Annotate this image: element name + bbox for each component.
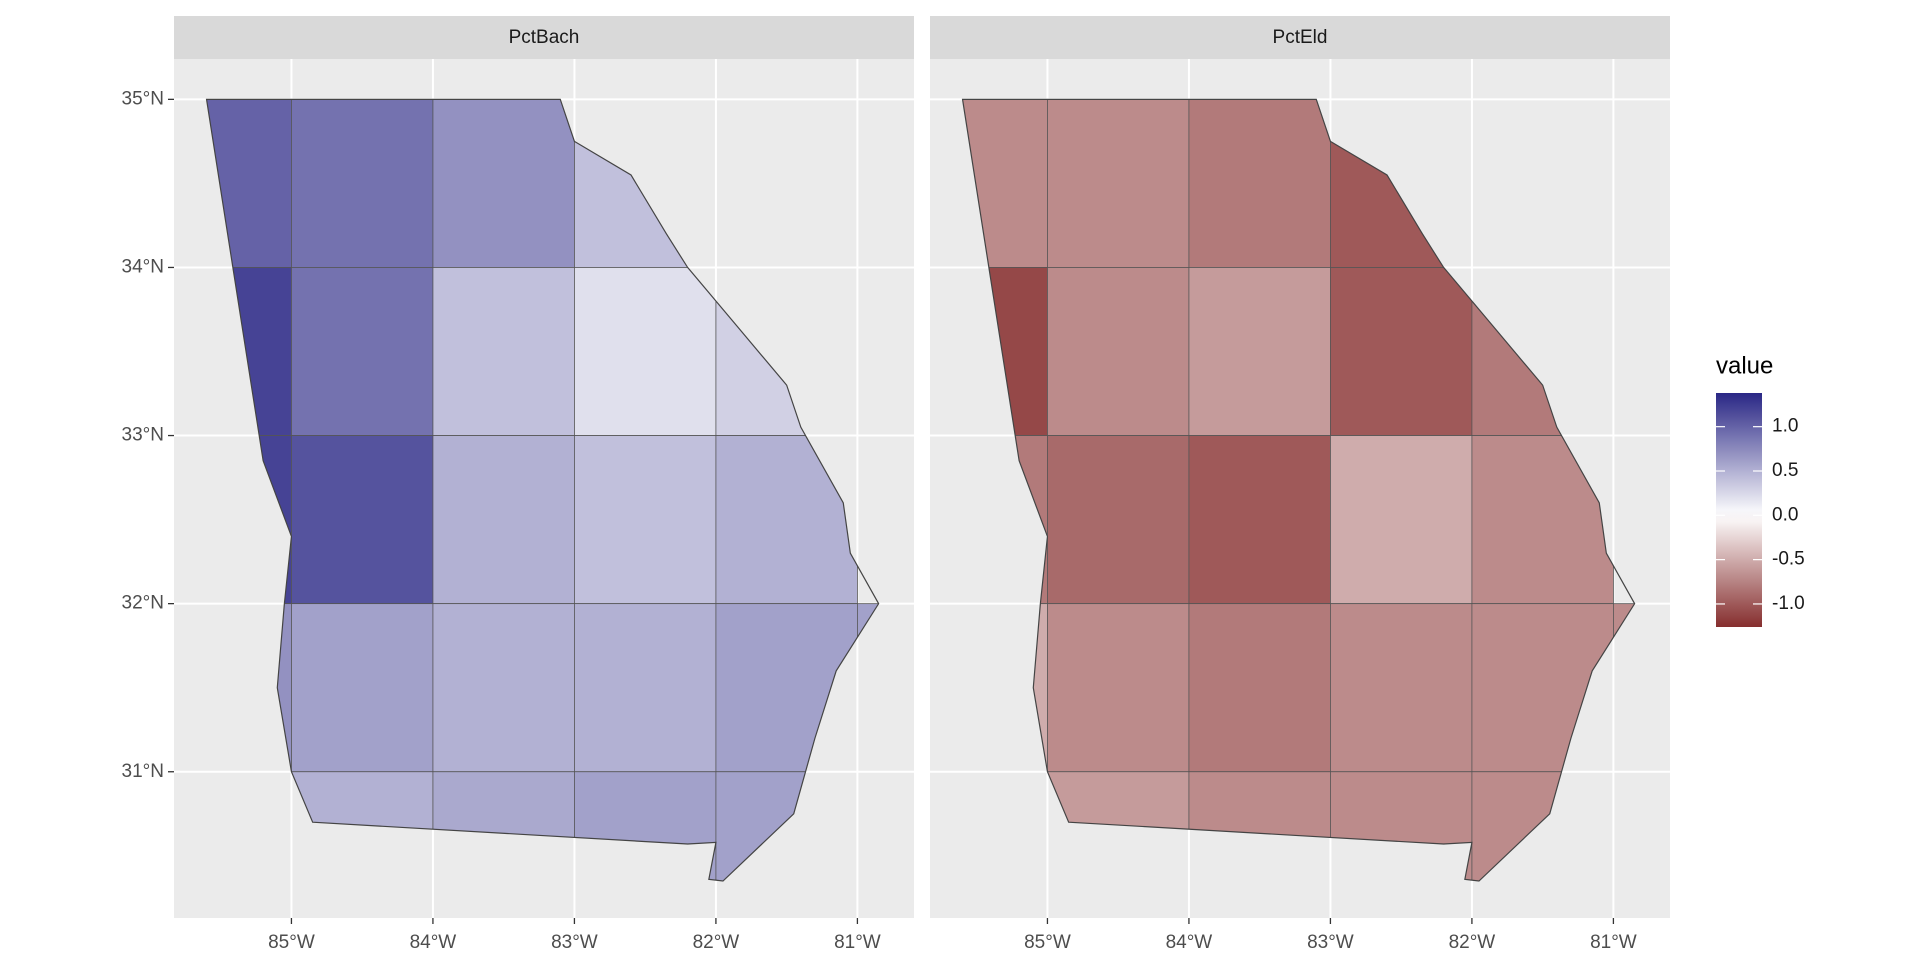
x-tick-label: 81°W: [1590, 932, 1637, 953]
y-tick-label: 34°N: [122, 256, 164, 277]
region-cell: [1047, 435, 1190, 605]
region-cell: [1330, 603, 1473, 773]
region-cell: [1330, 435, 1473, 605]
region-cell: [432, 435, 575, 605]
region-cell: [574, 435, 717, 605]
region-cell: [1188, 267, 1331, 436]
y-tick-label: 35°N: [122, 88, 164, 109]
region-cell: [432, 99, 575, 268]
y-tick-label: 32°N: [122, 593, 164, 614]
region-cell: [291, 435, 434, 605]
region-cell: [1188, 99, 1331, 268]
x-tick-label: 82°W: [693, 932, 740, 953]
legend-label: -0.5: [1772, 549, 1805, 570]
x-tick-label: 84°W: [1166, 932, 1213, 953]
x-tick-label: 84°W: [410, 932, 457, 953]
legend-title: value: [1716, 352, 1773, 379]
legend-label: 0.0: [1772, 504, 1798, 525]
x-tick-label: 85°W: [1024, 932, 1071, 953]
facet-title: PctBach: [509, 27, 580, 48]
region-cell: [574, 267, 717, 436]
legend-label: -1.0: [1772, 593, 1805, 614]
x-tick-label: 83°W: [1307, 932, 1354, 953]
state-outline: [205, 98, 880, 882]
region-cell: [432, 267, 575, 436]
region-cell: [1047, 99, 1190, 268]
strip-background: [174, 16, 914, 59]
region-cell: [291, 603, 434, 773]
x-tick-label: 81°W: [834, 932, 881, 953]
region-cell: [432, 603, 575, 773]
facet-title: PctEld: [1273, 27, 1328, 48]
region-cell: [1188, 603, 1331, 773]
y-tick-label: 33°N: [122, 425, 164, 446]
legend-label: 0.5: [1772, 460, 1798, 481]
region-cell: [1188, 435, 1331, 605]
region-cell: [291, 99, 434, 268]
strip-background: [930, 16, 1670, 59]
region-cell: [1330, 267, 1473, 436]
y-tick-label: 31°N: [122, 761, 164, 782]
region-cell: [1047, 267, 1190, 436]
state-outline: [961, 98, 1636, 882]
x-tick-label: 83°W: [551, 932, 598, 953]
region-cell: [1047, 603, 1190, 773]
region-cell: [574, 603, 717, 773]
map-cells: [962, 99, 1635, 882]
x-tick-label: 85°W: [268, 932, 315, 953]
region-cell: [291, 267, 434, 436]
legend-label: 1.0: [1772, 416, 1798, 437]
colorbar: [1716, 393, 1762, 627]
x-tick-label: 82°W: [1449, 932, 1496, 953]
